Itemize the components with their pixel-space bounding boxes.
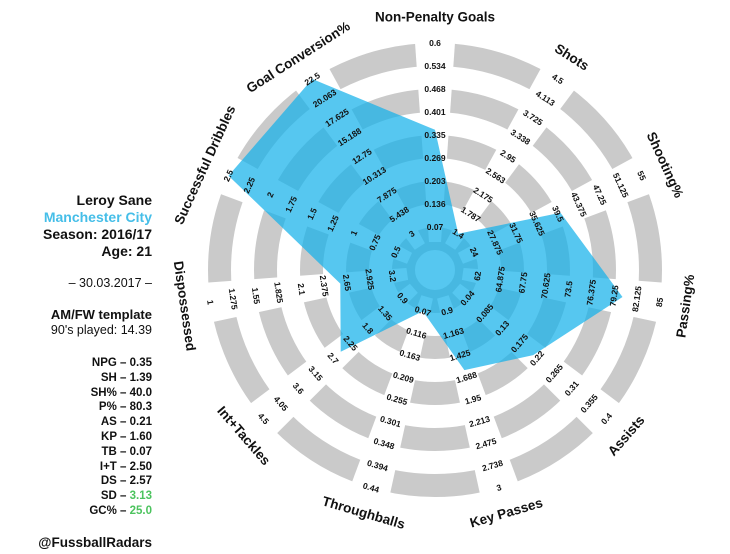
axis-tick: 0.136	[424, 199, 446, 209]
axis-tick: 82.125	[630, 285, 644, 312]
axis-label: Dispossessed	[171, 260, 199, 352]
stat-label: SD –	[100, 490, 130, 503]
stat-value: 25.0	[129, 504, 152, 517]
player-panel: Leroy Sane Manchester City Season: 2016/…	[0, 0, 152, 550]
stat-value: 80.3	[129, 401, 152, 414]
stat-list: NPG – 0.35 SH – 1.39 SH% – 40.0 P% – 80.3 AS…	[0, 356, 152, 519]
axis-tick: 64.875	[493, 266, 507, 293]
axis-label: Key Passes	[468, 495, 544, 531]
player-name: Leroy Sane	[76, 192, 152, 208]
stat-label: SH% –	[90, 386, 130, 399]
stat-label: AS –	[100, 416, 130, 429]
stat-value: 2.57	[129, 475, 152, 488]
axis-tick: 0.07	[427, 222, 444, 232]
stat-value: 0.35	[129, 357, 152, 369]
axis-tick: 0.203	[424, 176, 446, 186]
stat-value: 1.60	[129, 430, 152, 443]
nineties-played: 90's played: 14.39	[50, 323, 152, 337]
stat-row: AS – 0.21	[0, 415, 152, 430]
axis-label: Passing%	[673, 273, 697, 338]
axis-tick: 67.75	[516, 271, 529, 294]
axis-tick: 0.269	[424, 153, 446, 163]
stat-value: 0.07	[129, 445, 152, 458]
axis-tick: 55	[635, 169, 648, 182]
axis-tick: 24	[468, 246, 481, 259]
stat-value: 3.13	[129, 490, 152, 503]
axis-label: Non-Penalty Goals	[375, 9, 495, 24]
axis-tick: 85	[654, 297, 665, 308]
player-club: Manchester City	[43, 209, 152, 225]
axis-tick: 2.65	[341, 274, 353, 292]
axis-tick: 70.625	[539, 272, 553, 299]
axis-tick: 2.1	[296, 283, 308, 296]
stat-label: SH –	[100, 371, 130, 384]
axis-tick: 0.401	[424, 107, 446, 117]
axis-tick: 0.335	[424, 130, 446, 140]
stat-row: P% – 80.3	[0, 400, 152, 415]
axis-tick: 1	[348, 228, 359, 237]
stat-value: 2.50	[129, 460, 152, 473]
axis-tick: 3	[495, 482, 503, 493]
stat-label: P% –	[98, 401, 130, 414]
axis-tick: 1.55	[250, 287, 262, 305]
axis-tick: 2.375	[318, 275, 331, 298]
stat-row: SD – 3.13	[0, 489, 152, 504]
stat-label: KP –	[101, 430, 130, 443]
player-age: Age: 21	[101, 243, 152, 259]
axis-tick: 3.2	[387, 270, 399, 283]
stat-label: DS –	[100, 475, 130, 488]
axis-tick: 0.6	[429, 38, 441, 48]
stat-row: DS – 2.57	[0, 474, 152, 489]
axis-tick: 79.25	[608, 284, 621, 307]
axis-tick: 0.9	[440, 305, 454, 318]
stat-label: NPG –	[91, 357, 130, 369]
tick-wedge	[348, 295, 433, 503]
stat-row: I+T – 2.50	[0, 460, 152, 475]
axis-tick: 2.5	[221, 168, 235, 183]
stat-label: I+T –	[99, 460, 130, 473]
axis-tick: 73.5	[562, 280, 574, 298]
axis-tick: 1	[205, 299, 216, 305]
axis-tick: 0.07	[414, 304, 433, 318]
axis-tick: 1.5	[305, 206, 319, 221]
axis-label: Throughballs	[321, 493, 407, 532]
axis-tick: 0.5	[389, 244, 403, 259]
credit-handle: @FussballRadars	[38, 534, 152, 550]
axis-tick: 3	[407, 228, 417, 239]
stat-value: 0.21	[129, 416, 152, 429]
stat-row: GC% – 25.0	[0, 504, 152, 519]
axis-tick: 1.825	[272, 281, 285, 304]
axis-tick: 2.925	[363, 268, 376, 291]
axis-tick: 1.275	[227, 288, 240, 311]
axis-tick: 1.95	[464, 392, 483, 406]
stat-row: TB – 0.07	[0, 445, 152, 460]
player-polygon	[228, 79, 623, 371]
axis-tick: 76.375	[584, 279, 598, 306]
stat-label: GC% –	[89, 504, 130, 517]
stat-row: NPG – 0.35	[0, 356, 152, 371]
player-season: Season: 2016/17	[43, 226, 152, 242]
stat-row: KP – 1.60	[0, 430, 152, 445]
stat-row: SH% – 40.0	[0, 386, 152, 401]
tick-wedge	[445, 60, 580, 250]
stat-label: TB –	[101, 445, 130, 458]
stat-value: 1.39	[129, 371, 152, 384]
axis-tick: 2	[265, 190, 276, 199]
axis-tick: 0.534	[424, 61, 446, 71]
axis-tick: 0.44	[362, 480, 381, 494]
template-name: AM/FW template	[50, 307, 152, 322]
axis-tick: 62	[472, 270, 483, 281]
axis-tick: 0.468	[424, 84, 446, 94]
stat-value: 40.0	[129, 386, 152, 399]
snapshot-date: – 30.03.2017 –	[68, 276, 152, 290]
stat-row: SH – 1.39	[0, 371, 152, 386]
